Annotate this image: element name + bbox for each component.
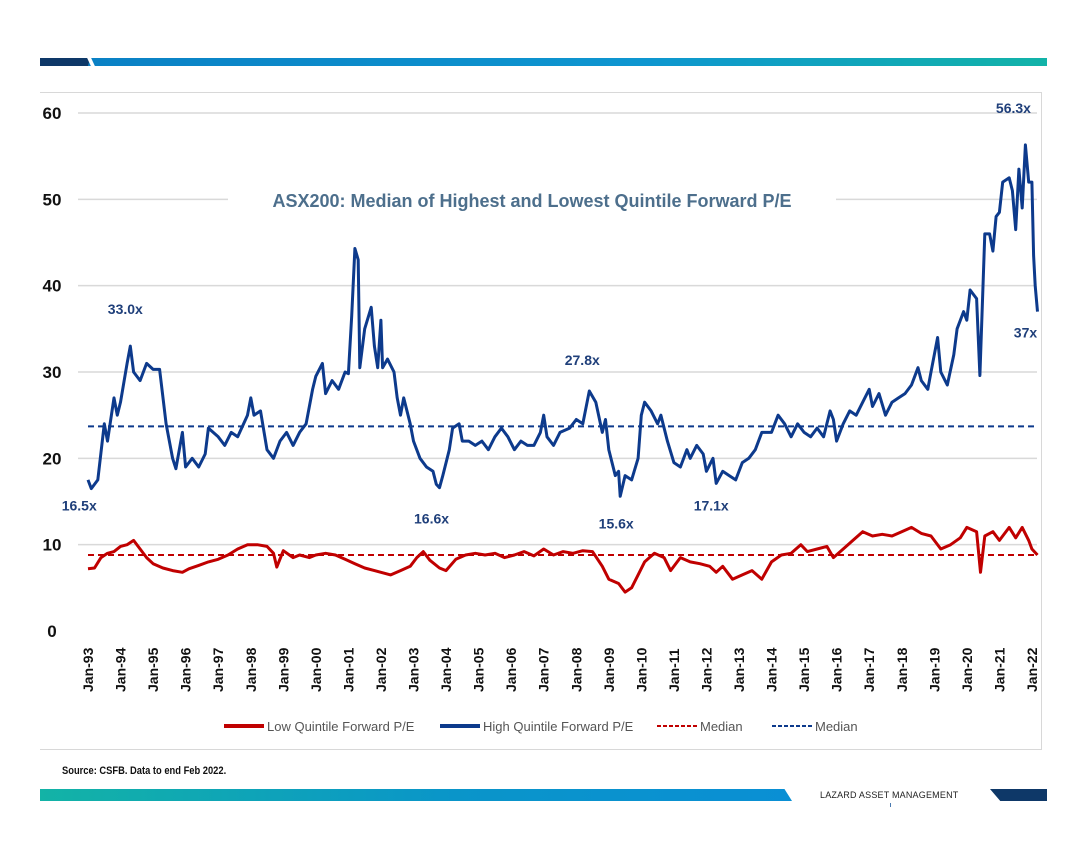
x-tick-label: Jan-12 [698,647,714,692]
data-label: 16.5x [62,498,97,514]
x-tick-label: Jan-06 [503,647,519,692]
x-tick-label: Jan-04 [438,647,454,692]
y-tick-label: 0 [47,622,56,641]
x-tick-label: Jan-11 [666,648,682,692]
x-tick-label: Jan-95 [145,647,161,692]
x-tick-label: Jan-14 [764,647,780,692]
x-tick-label: Jan-15 [796,647,812,692]
x-tick-label: Jan-97 [210,647,226,692]
x-tick-label: Jan-02 [373,647,389,692]
x-tick-label: Jan-21 [991,647,1007,692]
data-label: 17.1x [694,497,729,513]
x-tick-label: Jan-99 [275,647,291,692]
legend: Low Quintile Forward P/E High Quintile Fo… [224,719,858,734]
x-tick-label: Jan-10 [633,647,649,692]
x-tick-label: Jan-96 [178,647,194,692]
x-tick-label: Jan-00 [308,647,324,692]
x-axis-ticks: Jan-93 Jan-94 Jan-95 Jan-96 Jan-97 Jan-98 Jan-… [80,647,1040,692]
brand-tick [890,803,891,807]
median-lines [88,425,1038,557]
title-background [228,186,836,214]
x-tick-label: Jan-22 [1024,647,1040,692]
legend-label: Median [700,719,743,734]
x-tick-label: Jan-17 [861,647,877,692]
x-tick-label: Jan-05 [471,647,487,692]
data-label: 33.0x [108,301,143,317]
data-label: 56.3x [996,100,1031,116]
data-label: 16.6x [414,511,449,527]
brand-name: LAZARD ASSET MANAGEMENT [820,790,959,800]
data-label: 37x [1014,325,1038,341]
legend-label: Low Quintile Forward P/E [267,719,415,734]
legend-label: High Quintile Forward P/E [483,719,634,734]
y-tick-label: 40 [43,277,62,296]
y-tick-label: 60 [43,104,62,123]
y-axis-ticks: 0 10 20 30 40 50 60 [43,104,62,641]
x-tick-label: Jan-13 [731,647,747,692]
x-tick-label: Jan-98 [243,647,259,692]
data-label: 27.8x [565,352,600,368]
x-tick-label: Jan-94 [113,647,129,692]
high-quintile-line [86,143,1039,498]
x-tick-label: Jan-18 [894,647,910,692]
chart-frame [40,92,1042,750]
annotations: 33.0x 16.5x 16.6x 27.8x 15.6x 17.1x 56.3x 37x [62,100,1038,531]
gridlines [78,112,1037,546]
header-accent-navy [40,58,90,66]
x-tick-label: Jan-09 [601,647,617,692]
x-tick-label: Jan-16 [829,647,845,692]
x-tick-label: Jan-19 [926,647,942,692]
series-lines [86,143,1039,594]
footer-accent-bar [40,789,792,801]
y-tick-label: 10 [43,536,62,555]
x-tick-label: Jan-08 [568,647,584,692]
x-tick-label: Jan-93 [80,647,96,692]
legend-label: Median [815,719,858,734]
y-tick-label: 20 [43,449,62,468]
footer-accent-navy [990,789,1047,801]
y-tick-label: 50 [43,190,62,209]
x-tick-label: Jan-20 [959,647,975,692]
data-label: 15.6x [599,515,634,531]
chart-title: ASX200: Median of Highest and Lowest Qui… [272,191,791,211]
source-note: Source: CSFB. Data to end Feb 2022. [62,765,227,777]
y-tick-label: 30 [43,363,62,382]
x-tick-label: Jan-07 [536,647,552,692]
header-accent-bar [40,58,1047,66]
x-tick-label: Jan-01 [340,647,356,692]
x-tick-label: Jan-03 [406,647,422,692]
low-quintile-line [87,525,1039,594]
